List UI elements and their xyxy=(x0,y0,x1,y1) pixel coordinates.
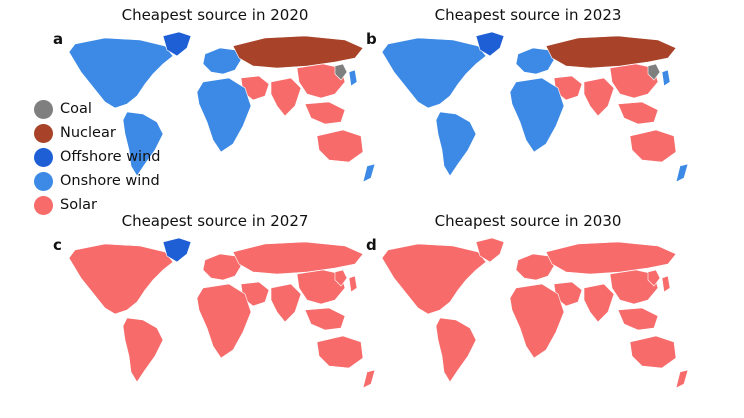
legend-label: Onshore wind xyxy=(60,173,160,189)
legend-label: Coal xyxy=(60,101,92,117)
region-australia xyxy=(316,129,364,163)
region-southeast-asia xyxy=(304,307,346,331)
map-panel-b: Cheapest source in 2023 b xyxy=(358,0,698,190)
region-africa xyxy=(196,77,252,153)
panel-letter: b xyxy=(366,30,377,48)
region-east-asia xyxy=(296,63,346,99)
region-greenland xyxy=(475,31,505,57)
region-north-america xyxy=(381,37,487,109)
region-new-zealand xyxy=(675,369,689,389)
region-africa xyxy=(196,283,252,359)
legend-item-solar: Solar xyxy=(34,193,160,217)
region-europe xyxy=(202,253,242,281)
region-mongolia xyxy=(334,269,348,287)
region-europe xyxy=(202,47,242,75)
legend-swatch xyxy=(34,147,53,167)
legend-label: Nuclear xyxy=(60,125,116,141)
region-japan xyxy=(348,275,358,293)
region-southeast-asia xyxy=(617,307,659,331)
legend-item-nuclear: Nuclear xyxy=(34,121,160,145)
map-panel-c: Cheapest source in 2027 c xyxy=(45,206,385,396)
world-map xyxy=(68,237,376,389)
region-mongolia xyxy=(647,63,661,81)
legend-swatch xyxy=(34,99,53,119)
region-south-asia xyxy=(583,283,615,323)
region-greenland xyxy=(162,237,192,263)
legend: Coal Nuclear Offshore wind Onshore wind … xyxy=(34,97,160,217)
region-russia xyxy=(545,241,677,275)
region-australia xyxy=(316,335,364,369)
legend-swatch xyxy=(34,195,53,215)
panel-letter: d xyxy=(366,236,377,254)
region-south-america xyxy=(122,317,164,383)
region-south-america xyxy=(435,111,477,177)
legend-item-offshore-wind: Offshore wind xyxy=(34,145,160,169)
region-russia xyxy=(545,35,677,69)
map-panel-d: Cheapest source in 2030 d xyxy=(358,206,698,396)
region-japan xyxy=(661,275,671,293)
panel-letter: a xyxy=(53,30,64,48)
region-europe xyxy=(515,47,555,75)
region-east-asia xyxy=(296,269,346,305)
panel-title: Cheapest source in 2020 xyxy=(121,6,309,24)
panel-letter: c xyxy=(53,236,62,254)
region-japan xyxy=(348,69,358,87)
legend-item-coal: Coal xyxy=(34,97,160,121)
region-africa xyxy=(509,77,565,153)
region-south-asia xyxy=(583,77,615,117)
world-map xyxy=(381,237,689,389)
region-south-america xyxy=(122,111,164,177)
map-panel-a: Cheapest source in 2020 a xyxy=(45,0,385,190)
region-southeast-asia xyxy=(617,101,659,125)
panel-title: Cheapest source in 2030 xyxy=(434,212,622,230)
region-southeast-asia xyxy=(304,101,346,125)
region-east-asia xyxy=(609,269,659,305)
region-australia xyxy=(629,335,677,369)
region-east-asia xyxy=(609,63,659,99)
region-russia xyxy=(232,241,364,275)
legend-swatch xyxy=(34,171,53,191)
panel-title: Cheapest source in 2027 xyxy=(121,212,309,230)
region-south-asia xyxy=(270,283,302,323)
region-new-zealand xyxy=(362,163,376,183)
region-greenland xyxy=(162,31,192,57)
region-south-asia xyxy=(270,77,302,117)
legend-swatch xyxy=(34,123,53,143)
legend-item-onshore-wind: Onshore wind xyxy=(34,169,160,193)
region-australia xyxy=(629,129,677,163)
region-russia xyxy=(232,35,364,69)
region-new-zealand xyxy=(362,369,376,389)
region-north-america xyxy=(381,243,487,315)
region-europe xyxy=(515,253,555,281)
region-greenland xyxy=(475,237,505,263)
world-map xyxy=(68,31,376,183)
region-mongolia xyxy=(334,63,348,81)
region-south-america xyxy=(435,317,477,383)
panel-title: Cheapest source in 2023 xyxy=(434,6,622,24)
legend-label: Offshore wind xyxy=(60,149,161,165)
region-japan xyxy=(661,69,671,87)
region-north-america xyxy=(68,37,174,109)
region-new-zealand xyxy=(675,163,689,183)
world-map xyxy=(381,31,689,183)
region-north-america xyxy=(68,243,174,315)
region-mongolia xyxy=(647,269,661,287)
legend-label: Solar xyxy=(60,197,97,213)
region-africa xyxy=(509,283,565,359)
